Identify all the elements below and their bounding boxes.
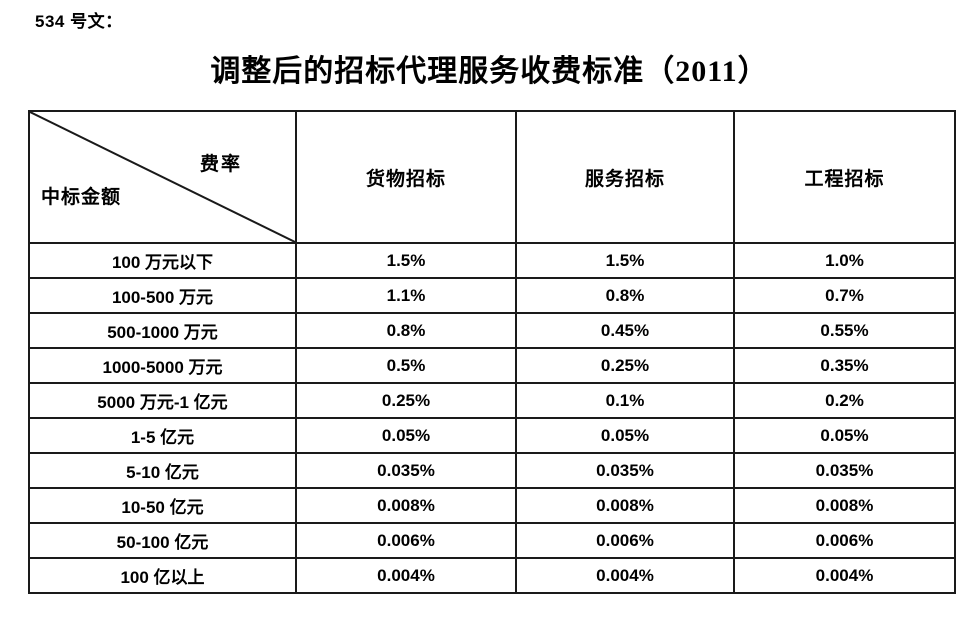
row-label: 100 亿以上 (28, 557, 297, 594)
cell-value: 1.5% (515, 242, 735, 279)
cell-value: 1.0% (733, 242, 956, 279)
table-row: 100 亿以上 0.004% 0.004% 0.004% (28, 557, 956, 594)
cell-value: 0.8% (295, 312, 517, 349)
corner-label-amount: 中标金额 (41, 187, 122, 208)
table-header-row: 费率 中标金额 货物招标 服务招标 工程招标 (28, 110, 956, 244)
cell-value: 0.035% (515, 452, 735, 489)
cell-value: 1.1% (295, 277, 517, 314)
column-header-goods: 货物招标 (295, 110, 517, 244)
cell-value: 0.006% (515, 522, 735, 559)
cell-value: 1.5% (295, 242, 517, 279)
column-header-services: 服务招标 (515, 110, 735, 244)
diagonal-divider-line (30, 112, 295, 242)
cell-value: 0.05% (515, 417, 735, 454)
cell-value: 0.45% (515, 312, 735, 349)
cell-value: 0.006% (295, 522, 517, 559)
row-label: 100-500 万元 (28, 277, 297, 314)
row-label: 100 万元以下 (28, 242, 297, 279)
row-label: 1-5 亿元 (28, 417, 297, 454)
table-row: 100 万元以下 1.5% 1.5% 1.0% (28, 242, 956, 279)
cell-value: 0.25% (515, 347, 735, 384)
cell-value: 0.008% (295, 487, 517, 524)
table-row: 10-50 亿元 0.008% 0.008% 0.008% (28, 487, 956, 524)
row-label: 10-50 亿元 (28, 487, 297, 524)
row-label: 5000 万元-1 亿元 (28, 382, 297, 419)
fee-table: 费率 中标金额 货物招标 服务招标 工程招标 100 万元以下 1.5% 1.5… (28, 110, 956, 594)
table-row: 1000-5000 万元 0.5% 0.25% 0.35% (28, 347, 956, 384)
cell-value: 0.035% (733, 452, 956, 489)
cell-value: 0.8% (515, 277, 735, 314)
cell-value: 0.5% (295, 347, 517, 384)
table-row: 50-100 亿元 0.006% 0.006% 0.006% (28, 522, 956, 559)
cell-value: 0.55% (733, 312, 956, 349)
cell-value: 0.004% (733, 557, 956, 594)
cell-value: 0.35% (733, 347, 956, 384)
cell-value: 0.008% (515, 487, 735, 524)
cell-value: 0.05% (295, 417, 517, 454)
table-row: 5-10 亿元 0.035% 0.035% 0.035% (28, 452, 956, 489)
cell-value: 0.004% (295, 557, 517, 594)
doc-number-label: 534 号文： (35, 12, 123, 31)
cell-value: 0.008% (733, 487, 956, 524)
row-label: 5-10 亿元 (28, 452, 297, 489)
row-label: 1000-5000 万元 (28, 347, 297, 384)
page-title: 调整后的招标代理服务收费标准（2011） (210, 55, 769, 88)
column-header-engineering: 工程招标 (733, 110, 956, 244)
cell-value: 0.2% (733, 382, 956, 419)
corner-header-cell: 费率 中标金额 (28, 110, 297, 244)
cell-value: 0.7% (733, 277, 956, 314)
table-row: 5000 万元-1 亿元 0.25% 0.1% 0.2% (28, 382, 956, 419)
row-label: 50-100 亿元 (28, 522, 297, 559)
corner-label-rate: 费率 (200, 154, 243, 175)
cell-value: 0.05% (733, 417, 956, 454)
cell-value: 0.004% (515, 557, 735, 594)
table-row: 100-500 万元 1.1% 0.8% 0.7% (28, 277, 956, 314)
cell-value: 0.1% (515, 382, 735, 419)
cell-value: 0.006% (733, 522, 956, 559)
table-row: 1-5 亿元 0.05% 0.05% 0.05% (28, 417, 956, 454)
cell-value: 0.035% (295, 452, 517, 489)
cell-value: 0.25% (295, 382, 517, 419)
row-label: 500-1000 万元 (28, 312, 297, 349)
table-row: 500-1000 万元 0.8% 0.45% 0.55% (28, 312, 956, 349)
